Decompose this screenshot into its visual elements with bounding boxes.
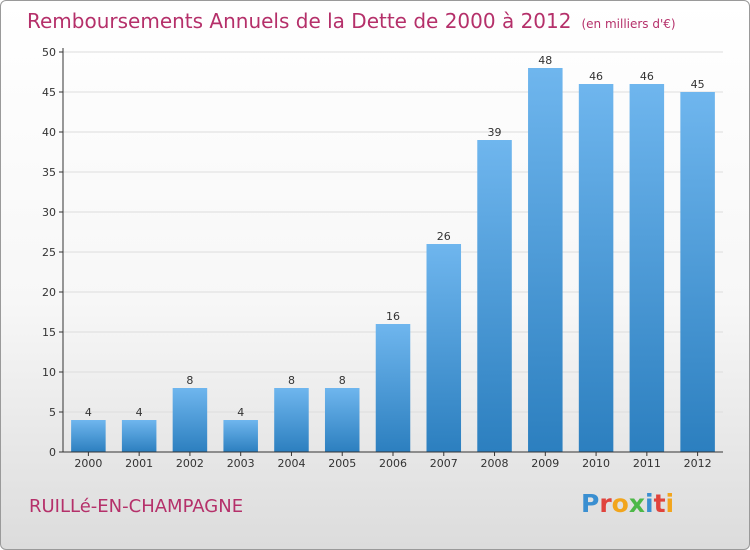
bar-2009 (528, 68, 563, 452)
value-label: 8 (288, 374, 295, 387)
bar-2003 (223, 420, 258, 452)
x-tick-label: 2001 (125, 457, 153, 470)
x-tick-label: 2005 (328, 457, 356, 470)
logo-letter: P (581, 489, 600, 518)
value-label: 48 (538, 54, 552, 67)
y-tick-label: 40 (42, 126, 56, 139)
value-label: 4 (237, 406, 244, 419)
bar-2012 (680, 92, 715, 452)
x-tick-label: 2003 (227, 457, 255, 470)
axes (59, 48, 723, 456)
y-tick-label: 5 (49, 406, 56, 419)
bar-2002 (172, 388, 208, 452)
value-label: 4 (85, 406, 92, 419)
logo-letter: x (628, 489, 645, 518)
logo-letter: i (665, 489, 675, 518)
value-label: 4 (136, 406, 143, 419)
x-tick-label: 2006 (379, 457, 407, 470)
x-tick-label: 2004 (277, 457, 305, 470)
value-label: 8 (186, 374, 193, 387)
bar-2007 (426, 244, 462, 452)
bar-2008 (477, 140, 512, 452)
y-tick-label: 25 (42, 246, 56, 259)
x-tick-label: 2012 (684, 457, 712, 470)
chart-title: Remboursements Annuels de la Dette de 20… (27, 9, 676, 33)
logo-letter: o (611, 489, 629, 518)
x-tick-label: 2011 (633, 457, 661, 470)
x-tick-label: 2010 (582, 457, 610, 470)
chart-title-unit: (en milliers d'€) (581, 17, 676, 31)
y-tick-label: 0 (49, 446, 56, 459)
logo-letter: r (599, 489, 612, 518)
y-tick-label: 45 (42, 86, 56, 99)
y-tick-label: 20 (42, 286, 56, 299)
value-label: 16 (386, 310, 400, 323)
bar-2004 (274, 388, 309, 452)
commune-name: RUILLé-EN-CHAMPAGNE (29, 496, 244, 517)
proxiti-logo: Proxiti (581, 489, 674, 518)
y-tick-label: 10 (42, 366, 56, 379)
value-label: 39 (488, 126, 502, 139)
y-tick-label: 30 (42, 206, 56, 219)
x-tick-label: 2002 (176, 457, 204, 470)
labels: 0 5 10 15 20 25 30 35 40 45 50 4 2000 4 2001 8 2002 4 2003… (42, 46, 712, 470)
y-tick-label: 35 (42, 166, 56, 179)
logo-letter: i (645, 489, 654, 518)
chart-title-text: Remboursements Annuels de la Dette de 20… (27, 9, 572, 33)
bar-2001 (121, 420, 157, 452)
value-label: 8 (339, 374, 346, 387)
value-label: 26 (437, 230, 451, 243)
bar-2006 (375, 324, 411, 452)
x-tick-label: 2007 (430, 457, 458, 470)
bar-2011 (629, 84, 665, 452)
y-tick-label: 15 (42, 326, 56, 339)
value-label: 46 (589, 70, 603, 83)
x-tick-label: 2009 (531, 457, 559, 470)
bar-2000 (71, 420, 106, 452)
value-label: 46 (640, 70, 654, 83)
bars (71, 68, 715, 452)
x-tick-label: 2008 (481, 457, 509, 470)
bar-2010 (578, 84, 614, 452)
bar-2005 (324, 388, 360, 452)
value-label: 45 (691, 78, 705, 91)
y-tick-label: 50 (42, 46, 56, 59)
logo-letter: t (653, 489, 666, 518)
x-tick-label: 2000 (74, 457, 102, 470)
